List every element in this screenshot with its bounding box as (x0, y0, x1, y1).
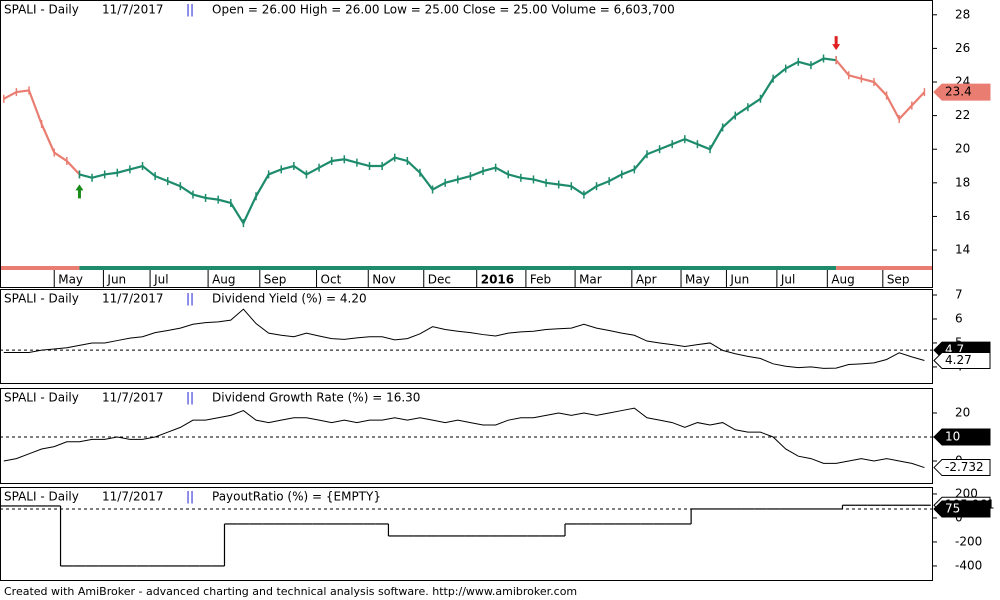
last-value-tag-bg (933, 83, 991, 101)
pane-title: PayoutRatio (%) = {EMPTY} (212, 490, 381, 504)
y-tick-label: 22 (955, 108, 970, 122)
y-tick-label: 20 (955, 142, 970, 156)
y-tick-label: -400 (955, 558, 982, 572)
pane-symbol: SPALI - Daily (4, 3, 79, 17)
buy-arrow (75, 184, 84, 199)
x-tick-label: Sep (887, 273, 910, 287)
y-tick-label: 7 (955, 287, 963, 301)
pane-date: 11/7/2017 (102, 490, 164, 504)
x-tick-label: Feb (530, 273, 551, 287)
pane-symbol: SPALI - Daily (4, 292, 79, 306)
indicator-line (3, 308, 925, 369)
x-tick-label: Sep (264, 273, 287, 287)
pane-separator: || (186, 3, 194, 17)
indicator-line (3, 407, 925, 469)
x-tick-label: Aug (212, 273, 235, 287)
pane-symbol: SPALI - Daily (4, 391, 79, 405)
footer: Created with AmiBroker - advanced charti… (4, 585, 577, 598)
signal-band (1, 266, 80, 270)
x-tick-label: Dec (428, 273, 451, 287)
y-tick-label: 28 (955, 7, 970, 21)
y-tick-label: 6 (955, 311, 963, 325)
signal-band (79, 266, 837, 270)
reference-tag: 10 (945, 429, 960, 443)
pane-date: 11/7/2017 (102, 292, 164, 306)
pane-symbol: SPALI - Daily (4, 490, 79, 504)
x-tick-label: Jul (153, 273, 168, 287)
last-value-tag: 23.4 (945, 85, 972, 99)
pane-date: 11/7/2017 (102, 3, 164, 17)
last-value-tag: 4.27 (945, 353, 972, 367)
y-tick-label: 20 (955, 405, 970, 419)
sell-arrow (832, 36, 841, 51)
price-line (835, 59, 926, 121)
pane-separator: || (186, 292, 194, 306)
x-tick-label: Aug (831, 273, 854, 287)
x-tick-label: Jun (729, 273, 749, 287)
reference-tag-bg (933, 500, 991, 518)
pane-date: 11/7/2017 (102, 391, 164, 405)
y-tick-label: 18 (955, 175, 970, 189)
x-tick-label: May (58, 273, 83, 287)
pane-title: Open = 26.00 High = 26.00 Low = 25.00 Cl… (212, 3, 675, 17)
signal-band (836, 266, 932, 270)
x-tick-label: Apr (636, 273, 657, 287)
last-value-tag-bg (933, 459, 991, 477)
last-value-tag-bg (933, 351, 991, 369)
y-tick-label: 14 (955, 243, 970, 257)
y-tick-label: 16 (955, 209, 970, 223)
x-tick-label: May (685, 273, 710, 287)
pane-separator: || (186, 391, 194, 405)
pane-title: Dividend Yield (%) = 4.20 (212, 292, 367, 306)
x-tick-label: Oct (321, 273, 342, 287)
x-tick-label: Mar (579, 273, 602, 287)
x-tick-label: Nov (372, 273, 395, 287)
pane-title: Dividend Growth Rate (%) = 16.30 (212, 391, 420, 405)
pane-separator: || (186, 490, 194, 504)
reference-tag: 75 (945, 501, 960, 515)
x-tick-label: 2016 (481, 273, 514, 287)
y-tick-label: -200 (955, 534, 982, 548)
last-value-tag: -2.732 (945, 460, 984, 474)
x-tick-label: Jul (780, 273, 795, 287)
reference-tag-bg (933, 428, 991, 446)
x-tick-label: Jun (106, 273, 126, 287)
y-tick-label: 26 (955, 41, 970, 55)
